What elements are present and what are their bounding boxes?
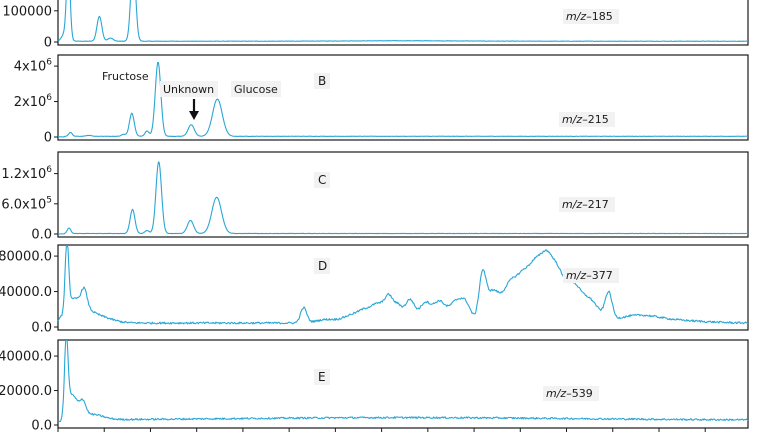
panel-frame <box>57 244 749 331</box>
y-tick-label: 0.0 <box>31 228 52 243</box>
y-tick-label: 0 <box>44 36 52 51</box>
y-tick-label: 100000 <box>2 4 52 19</box>
mz-label-background <box>559 197 615 212</box>
y-tick-label: 40000.0 <box>0 285 52 300</box>
panel-b: 0 2x106 4x106 Bm/z–215 Fructose Unknown Glucos… <box>14 54 749 146</box>
annotation-unknown: Unknown <box>163 83 214 96</box>
panel-letter-background <box>314 73 330 89</box>
panel-e: 0.0 20000.0 40000.0 Em/z–539 <box>0 339 749 432</box>
annotation-glucose: Glucose <box>234 83 278 96</box>
mz-label-background <box>563 9 619 24</box>
y-tick-label: 0 <box>44 131 52 146</box>
panel-letter: D <box>318 259 327 273</box>
mz-label: m/z–215 <box>562 113 609 126</box>
annotation-fructose: Fructose <box>102 70 149 83</box>
mz-label-background <box>559 112 615 127</box>
mz-label: m/z–539 <box>546 387 593 400</box>
mz-label: m/z–185 <box>566 10 613 23</box>
arrow-down-icon <box>189 111 199 120</box>
panel-c: 0.0 6.0x105 1.2x106 Cm/z–217 <box>1 151 749 243</box>
panel-frame <box>57 54 749 141</box>
panel-frame <box>57 0 749 46</box>
panel-letter: C <box>318 173 326 187</box>
series-line <box>57 339 749 423</box>
y-tick-label: 1.2x106 <box>1 165 52 182</box>
mz-label: m/z–217 <box>562 198 609 211</box>
y-tick-label: 2x106 <box>14 93 53 110</box>
y-tick-label: 0.0 <box>31 419 52 432</box>
panel-d: 0.0 40000.0 80000.0 Dm/z–377 <box>0 244 749 336</box>
y-tick-label: 80000.0 <box>0 250 52 265</box>
mz-label: m/z–377 <box>566 269 613 282</box>
series-line <box>57 0 749 42</box>
panels-layer: 0 100000 m/z–185 0 2x106 4x106 Bm/z–215 Fructos… <box>0 0 749 432</box>
panel-a: 0 100000 m/z–185 <box>2 0 749 51</box>
y-tick-label: 20000.0 <box>0 384 52 399</box>
panel-letter-background <box>314 258 330 274</box>
y-tick-label: 6.0x105 <box>1 195 52 212</box>
annotation-glucose-background <box>231 81 281 97</box>
panel-frame <box>57 151 749 238</box>
y-tick-label: 0.0 <box>31 321 52 336</box>
panel-frame <box>57 339 749 429</box>
panel-letter-background <box>314 172 330 188</box>
y-tick-label: 4x106 <box>14 58 53 75</box>
mz-label-background <box>563 268 619 283</box>
mz-label-background <box>543 386 599 401</box>
series-line <box>57 244 749 325</box>
annotation-unknown-background <box>160 81 218 97</box>
panel-letter-background <box>314 369 330 385</box>
series-line <box>57 61 749 138</box>
series-line <box>57 161 749 235</box>
panel-letter: B <box>318 74 326 88</box>
panel-letter: E <box>318 370 326 384</box>
y-tick-label: 40000.0 <box>0 350 52 365</box>
